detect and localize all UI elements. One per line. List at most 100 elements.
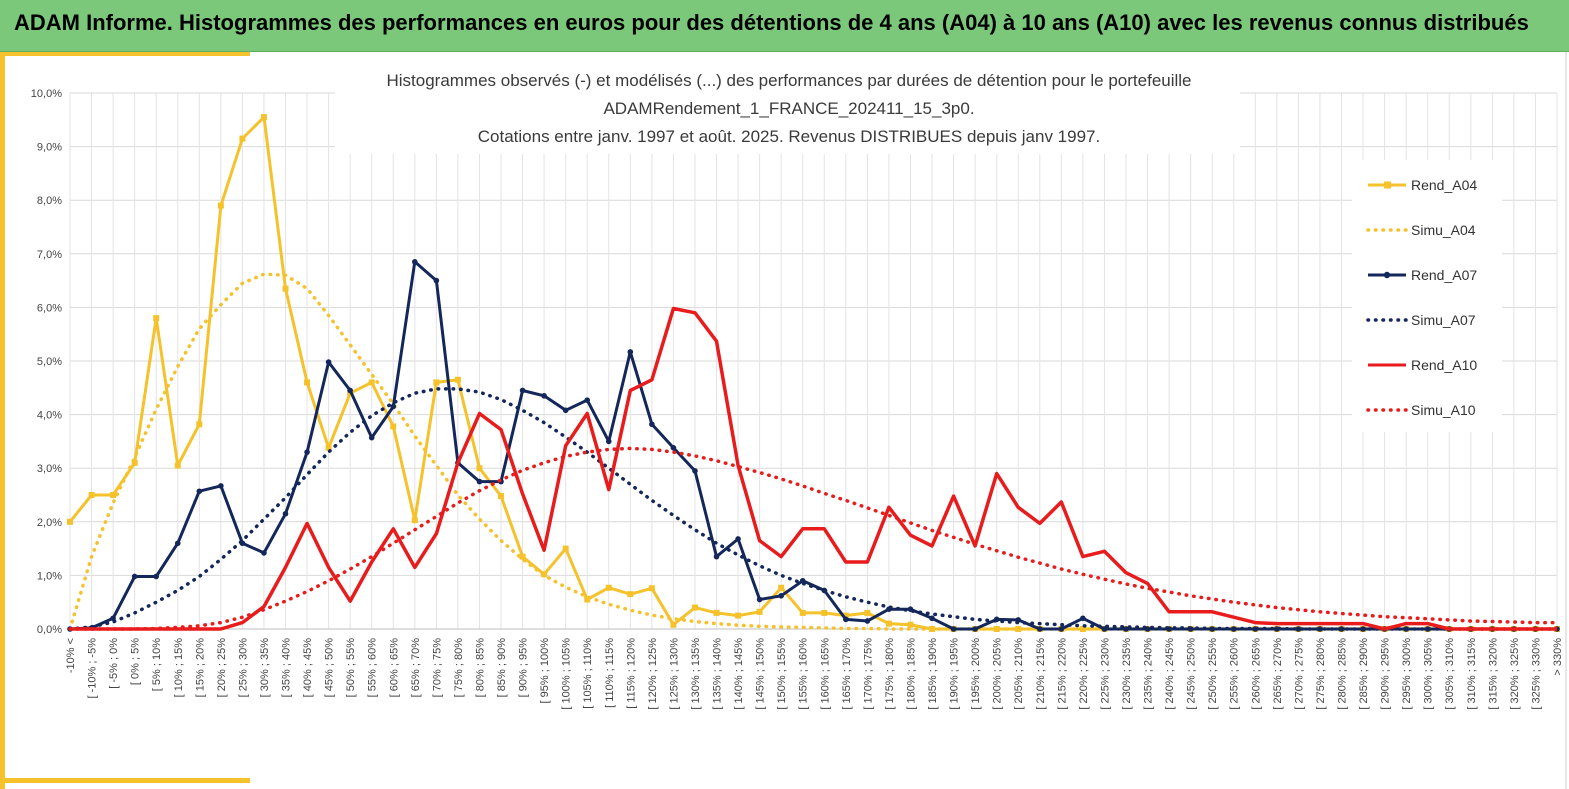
- point-Rend_A07: [261, 550, 267, 556]
- x-tick-label: [ 20% ; 25%: [216, 638, 228, 698]
- point-Rend_A07: [929, 615, 935, 622]
- legend-label-Rend_A10: Rend_A10: [1411, 357, 1477, 373]
- point-Rend_A04: [454, 376, 461, 383]
- frame-accent-bottom: [0, 778, 250, 783]
- point-Rend_A07: [218, 483, 224, 489]
- point-Rend_A07: [390, 403, 397, 410]
- point-Rend_A04: [196, 421, 203, 428]
- x-tick-label: [ 155% ; 160%: [798, 638, 810, 710]
- point-Rend_A04: [648, 585, 655, 592]
- x-tick-label: [ 50% ; 55%: [345, 638, 357, 698]
- point-Rend_A07: [153, 573, 160, 580]
- y-tick-label: 10,0%: [31, 88, 62, 100]
- point-Rend_A04: [498, 493, 505, 500]
- x-tick-label: [ 320% ; 325%: [1509, 638, 1521, 710]
- point-Rend_A04: [304, 379, 311, 386]
- point-Rend_A04: [67, 518, 73, 525]
- x-tick-label: [ 325% ; 330%: [1530, 638, 1542, 710]
- x-tick-label: [ 35% ; 40%: [281, 638, 293, 698]
- point-Rend_A07: [368, 434, 375, 441]
- y-tick-label: 3,0%: [37, 463, 62, 475]
- x-tick-label: [ 310% ; 315%: [1466, 638, 1478, 710]
- point-Rend_A04: [131, 459, 138, 466]
- point-Rend_A04: [174, 462, 181, 469]
- frame-accent-top: [0, 52, 250, 56]
- y-tick-label: 5,0%: [37, 356, 62, 368]
- x-tick-label: [ 230% ; 235%: [1121, 638, 1133, 710]
- x-tick-label: [ 135% ; 140%: [712, 638, 724, 710]
- x-tick-label: -10% <: [65, 638, 77, 673]
- x-tick-label: [ 15% ; 20%: [194, 638, 206, 698]
- x-tick-label: [ 265% ; 270%: [1272, 638, 1284, 710]
- x-tick-label: [ 100% ; 105%: [561, 638, 573, 710]
- x-tick-label: [ 220% ; 225%: [1078, 638, 1090, 710]
- x-tick-label: [ 270% ; 275%: [1293, 638, 1305, 710]
- chart-axes: 0,0% 1,0% 2,0% 3,0% 4,0% 5,0% 6,0% 7,0% 8,0% 9,0%…: [31, 88, 1564, 710]
- point-Rend_A04: [627, 591, 634, 598]
- x-tick-label: [ -5% ; 0%: [108, 638, 120, 689]
- point-Rend_A07: [692, 468, 698, 474]
- x-tick-label: [ 145% ; 150%: [755, 638, 767, 710]
- legend-marker-Rend_A04: [1384, 181, 1391, 189]
- legend-label-Rend_A07: Rend_A07: [1411, 267, 1477, 283]
- point-Rend_A04: [907, 621, 914, 628]
- x-tick-label: [ 75% ; 80%: [453, 638, 465, 698]
- point-Rend_A07: [325, 359, 332, 365]
- frame-border-right: [1565, 52, 1567, 789]
- x-tick-label: [ 60% ; 65%: [388, 638, 400, 698]
- x-tick-label: [ 290% ; 295%: [1380, 638, 1392, 710]
- point-Rend_A07: [347, 387, 353, 394]
- point-Rend_A04: [735, 612, 742, 619]
- x-tick-label: [ 95% ; 100%: [539, 638, 551, 704]
- x-tick-label: [ 40% ; 45%: [302, 638, 314, 698]
- x-tick-label: [ 165% ; 170%: [841, 638, 853, 710]
- point-Rend_A07: [131, 573, 138, 580]
- x-tick-label: [ 25% ; 30%: [237, 638, 249, 698]
- y-tick-label: 7,0%: [37, 249, 62, 261]
- point-Rend_A04: [778, 584, 785, 591]
- point-Rend_A04: [110, 492, 117, 498]
- point-Rend_A04: [1015, 626, 1022, 632]
- point-Rend_A07: [1058, 626, 1065, 632]
- x-tick-label: [ 80% ; 85%: [474, 638, 486, 698]
- point-Rend_A07: [864, 618, 871, 624]
- point-Rend_A04: [885, 620, 892, 627]
- point-Rend_A07: [627, 349, 634, 355]
- point-Rend_A07: [1036, 626, 1043, 632]
- point-Rend_A04: [799, 609, 806, 616]
- point-Rend_A07: [562, 407, 569, 414]
- x-tick-label: [ 105% ; 110%: [582, 638, 594, 709]
- point-Rend_A04: [691, 604, 698, 611]
- x-tick-label: [ 300% ; 305%: [1423, 638, 1435, 710]
- chart-title-line-1: Histogrammes observés (-) et modélisés (…: [386, 71, 1191, 90]
- point-Rend_A07: [649, 421, 655, 428]
- legend-label-Simu_A10: Simu_A10: [1411, 402, 1476, 418]
- x-tick-label: [ -10% ; -5%: [87, 638, 99, 699]
- chart-series: [67, 114, 1560, 632]
- x-tick-label: [ 190% ; 195%: [949, 638, 961, 710]
- x-tick-label: [ 150% ; 155%: [776, 638, 788, 710]
- point-Rend_A07: [1123, 626, 1129, 632]
- y-tick-label: 1,0%: [37, 570, 62, 582]
- point-Rend_A04: [605, 584, 612, 591]
- point-Rend_A07: [972, 626, 978, 632]
- x-tick-label: [ 170% ; 175%: [862, 638, 874, 710]
- x-tick-label: [ 315% ; 320%: [1487, 638, 1499, 710]
- point-Rend_A07: [735, 536, 741, 542]
- legend-label-Simu_A07: Simu_A07: [1411, 312, 1476, 328]
- point-Rend_A07: [1295, 626, 1302, 632]
- legend-background: [1352, 160, 1502, 432]
- point-Rend_A07: [778, 592, 784, 599]
- x-tick-label: [ 215% ; 220%: [1056, 638, 1068, 710]
- point-Rend_A04: [325, 444, 332, 451]
- point-Rend_A04: [713, 609, 720, 616]
- point-Rend_A07: [605, 438, 612, 445]
- x-tick-label: [ 140% ; 145%: [733, 638, 745, 710]
- point-Rend_A04: [282, 285, 289, 292]
- point-Rend_A04: [217, 202, 224, 209]
- chart-title-line-3: Cotations entre janv. 1997 et août. 2025…: [478, 127, 1100, 146]
- x-tick-label: [ 70% ; 75%: [431, 638, 443, 698]
- x-tick-label: [ 175% ; 180%: [884, 638, 896, 710]
- y-tick-label: 4,0%: [37, 410, 62, 422]
